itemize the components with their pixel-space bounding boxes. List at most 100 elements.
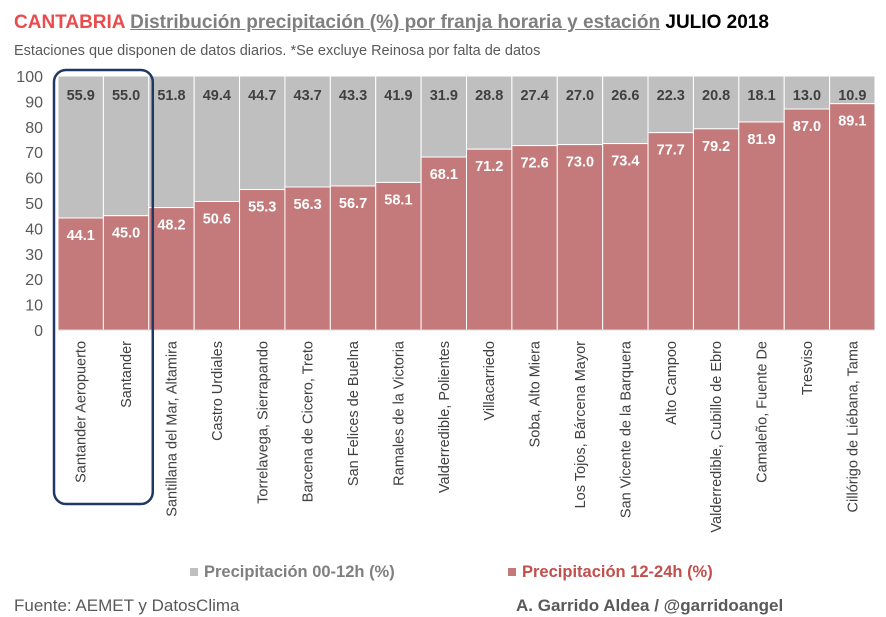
category-label: Cillórigo de Liébana, Tama xyxy=(845,340,861,512)
value-label-afternoon: 44.1 xyxy=(67,228,95,244)
value-label-morning: 44.7 xyxy=(248,88,276,104)
chart-subtitle: Estaciones que disponen de datos diarios… xyxy=(14,43,541,59)
chart-title: CANTABRIA Distribución precipitación (%)… xyxy=(14,12,769,34)
bar-afternoon xyxy=(239,189,286,331)
value-label-afternoon: 81.9 xyxy=(747,132,775,148)
bar-morning xyxy=(466,75,513,150)
value-label-morning: 10.9 xyxy=(838,88,866,104)
value-label-morning: 13.0 xyxy=(793,88,821,104)
value-label-afternoon: 58.1 xyxy=(384,192,412,208)
value-label-afternoon: 73.4 xyxy=(611,154,639,170)
value-label-morning: 51.8 xyxy=(157,88,185,104)
bar-afternoon xyxy=(647,132,694,331)
bar-afternoon xyxy=(193,200,241,331)
bar-morning xyxy=(556,75,604,146)
title-month: JULIO 2018 xyxy=(665,12,769,33)
value-label-afternoon: 89.1 xyxy=(838,114,866,130)
bar-afternoon xyxy=(602,143,649,331)
bar-afternoon xyxy=(511,145,558,331)
value-label-morning: 49.4 xyxy=(203,88,231,104)
bar-afternoon xyxy=(148,207,195,331)
value-label-afternoon: 71.2 xyxy=(475,159,503,175)
value-label-morning: 55.9 xyxy=(67,88,95,104)
author-credit: A. Garrido Aldea / @garridoangel xyxy=(516,596,784,615)
value-label-morning: 28.8 xyxy=(475,88,503,104)
legend-morning-label: Precipitación 00-12h (%) xyxy=(204,563,395,581)
bar-afternoon xyxy=(556,144,604,331)
bar-morning xyxy=(511,75,558,147)
bar-afternoon xyxy=(692,128,740,331)
bar-afternoon xyxy=(284,186,331,331)
value-label-afternoon: 45.0 xyxy=(112,226,140,242)
value-label-afternoon: 79.2 xyxy=(702,139,730,155)
value-label-morning: 27.0 xyxy=(566,88,594,104)
value-label-afternoon: 55.3 xyxy=(248,200,276,216)
value-label-morning: 41.9 xyxy=(384,88,412,104)
category-label: Tresviso xyxy=(800,341,816,395)
value-label-afternoon: 48.2 xyxy=(157,218,185,234)
bar-morning xyxy=(783,75,831,110)
legend-morning-swatch xyxy=(190,568,198,576)
value-label-afternoon: 73.0 xyxy=(566,155,594,171)
y-tick-label: 20 xyxy=(25,272,43,289)
bar-morning xyxy=(602,75,649,145)
value-label-afternoon: 72.6 xyxy=(520,156,548,172)
value-label-afternoon: 56.3 xyxy=(294,197,322,213)
legend-afternoon-label: Precipitación 12-24h (%) xyxy=(522,563,713,581)
value-label-morning: 20.8 xyxy=(702,88,730,104)
value-label-afternoon: 50.6 xyxy=(203,211,231,227)
y-tick-label: 0 xyxy=(34,323,43,340)
bar-morning xyxy=(329,75,377,187)
category-label: Villacarriedo xyxy=(482,341,498,421)
value-label-afternoon: 68.1 xyxy=(430,167,458,183)
value-label-afternoon: 87.0 xyxy=(793,119,821,135)
bar-morning xyxy=(738,75,785,123)
bar-morning xyxy=(420,75,468,158)
category-label: Santander xyxy=(119,341,135,408)
value-label-morning: 18.1 xyxy=(747,88,775,104)
y-tick-label: 30 xyxy=(25,247,43,264)
category-label: San Vicente de la Barquera xyxy=(618,340,634,518)
source-credit: Fuente: AEMET y DatosClima xyxy=(14,596,240,615)
legend-morning: Precipitación 00-12h (%) xyxy=(190,563,395,582)
value-label-morning: 43.7 xyxy=(294,88,322,104)
value-label-morning: 43.3 xyxy=(339,88,367,104)
value-label-morning: 22.3 xyxy=(657,88,685,104)
category-label: Santander Aeropuerto xyxy=(74,341,90,483)
bar-afternoon xyxy=(420,156,468,331)
bar-afternoon xyxy=(466,148,513,331)
value-label-morning: 27.4 xyxy=(520,88,548,104)
category-label: Camaleño, Fuente De xyxy=(755,341,771,483)
category-label: Valderredible, Polientes xyxy=(437,341,453,493)
y-tick-label: 100 xyxy=(16,69,43,86)
y-tick-label: 80 xyxy=(25,120,43,137)
category-label: Santillana del Mar, Altamira xyxy=(164,340,180,517)
legend-afternoon: Precipitación 12-24h (%) xyxy=(508,563,713,582)
y-tick-label: 90 xyxy=(25,94,43,111)
value-label-morning: 31.9 xyxy=(430,88,458,104)
legend-afternoon-swatch xyxy=(508,568,516,576)
category-label: Valderredible, Cubillo de Ebro xyxy=(709,341,725,533)
bar-morning xyxy=(193,75,241,202)
bar-afternoon xyxy=(375,181,422,331)
bar-morning xyxy=(148,75,195,209)
bar-morning xyxy=(102,75,150,217)
bar-morning xyxy=(692,75,740,130)
category-label: Los Tojos, Bárcena Mayor xyxy=(573,341,589,509)
y-tick-label: 10 xyxy=(25,298,43,315)
category-label: San Felices de Buelna xyxy=(346,340,362,486)
bar-morning xyxy=(647,75,694,134)
bar-afternoon xyxy=(829,103,876,331)
category-label: Alto Campoo xyxy=(664,341,680,425)
y-tick-label: 70 xyxy=(25,145,43,162)
value-label-morning: 26.6 xyxy=(611,88,639,104)
value-label-afternoon: 77.7 xyxy=(657,143,685,159)
value-label-afternoon: 56.7 xyxy=(339,196,367,212)
title-region: CANTABRIA xyxy=(14,12,125,33)
category-label: Barcena de Cicero, Treto xyxy=(301,341,317,502)
y-tick-label: 40 xyxy=(25,221,43,238)
bar-morning xyxy=(829,75,876,105)
bar-afternoon xyxy=(57,217,104,331)
category-label: Ramales de la Victoria xyxy=(391,340,407,486)
bar-morning xyxy=(284,75,331,188)
